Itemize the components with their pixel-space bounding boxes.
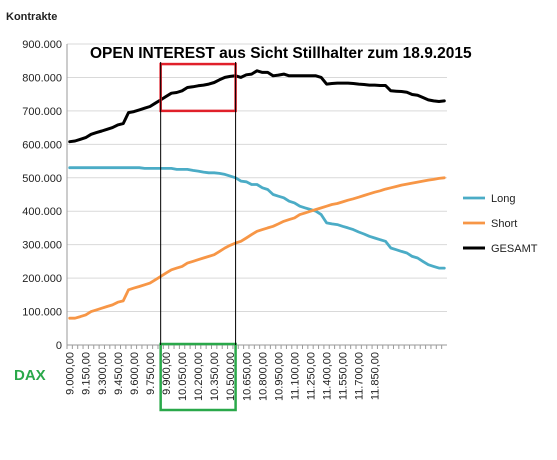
- range-box-green: [159, 342, 237, 412]
- y-axis-label: Kontrakte: [6, 11, 57, 23]
- series-line-long: [68, 166, 446, 270]
- x-tick-label: 9.600,00: [129, 352, 141, 395]
- series-lines: [68, 69, 446, 320]
- x-tick-label: 9.150,00: [81, 352, 93, 395]
- x-tick-label: 9.900,00: [161, 352, 173, 395]
- legend-label-short: Short: [491, 218, 517, 230]
- legend-label-long: Long: [491, 193, 515, 205]
- x-tick-label: 10.800,00: [257, 352, 269, 401]
- x-tick-label: 10.500,00: [225, 352, 237, 401]
- x-tick-label: 10.650,00: [241, 352, 253, 401]
- y-tick-label: 200.000: [22, 273, 62, 285]
- y-tick-label: 900.000: [22, 39, 62, 51]
- range-box-red: [159, 62, 237, 113]
- x-tick-label: 9.750,00: [145, 352, 157, 395]
- x-tick-label: 9.300,00: [97, 352, 109, 395]
- x-tick-label: 11.550,00: [338, 352, 350, 400]
- legend-label-gesamt: GESAMT: [491, 243, 538, 255]
- x-tick-label: 11.100,00: [289, 352, 301, 400]
- y-tick-label: 400.000: [22, 206, 62, 218]
- x-tick-label: 10.950,00: [273, 352, 285, 401]
- x-axis-label: DAX: [14, 367, 46, 384]
- legend: Long Short GESAMT: [463, 193, 538, 255]
- y-tick-label: 0: [56, 340, 62, 352]
- y-tick-label: 600.000: [22, 139, 62, 151]
- x-tick-label: 11.250,00: [306, 352, 318, 400]
- x-tick-label: 11.700,00: [354, 352, 366, 400]
- y-axis-ticks: 0 100.000 200.000 300.000 400.000 500.000 600.…: [22, 39, 62, 352]
- x-tick-label: 11.400,00: [322, 352, 334, 400]
- series-line-short: [68, 176, 446, 320]
- x-tick-label: 9.450,00: [113, 352, 125, 395]
- y-tick-label: 500.000: [22, 173, 62, 185]
- x-axis-ticks: 9.000,00 9.150,00 9.300,00 9.450,00 9.600,00…: [65, 345, 443, 401]
- chart-title: OPEN INTEREST aus Sicht Stillhalter zum …: [90, 45, 472, 62]
- series-line-gesamt: [68, 69, 446, 144]
- x-tick-label: 9.000,00: [65, 352, 77, 395]
- y-tick-label: 100.000: [22, 307, 62, 319]
- y-tick-label: 300.000: [22, 240, 62, 252]
- gridlines: [66, 43, 447, 346]
- x-tick-label: 11.850,00: [370, 352, 382, 400]
- x-tick-label: 10.200,00: [193, 352, 205, 401]
- y-tick-label: 800.000: [22, 72, 62, 84]
- x-tick-label: 10.350,00: [209, 352, 221, 401]
- y-tick-label: 700.000: [22, 106, 62, 118]
- highlight-boxes: [159, 62, 237, 412]
- x-tick-label: 10.050,00: [177, 352, 189, 401]
